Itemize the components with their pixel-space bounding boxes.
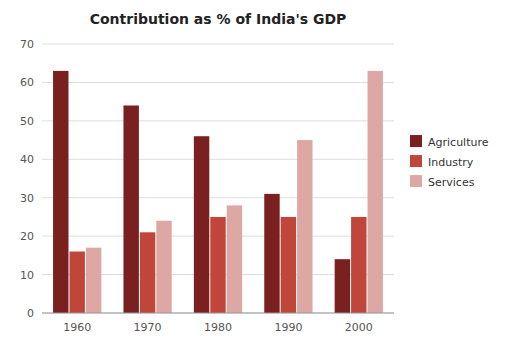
grid-line	[42, 159, 394, 160]
bar	[156, 221, 171, 313]
bar	[281, 217, 296, 313]
bar	[53, 71, 68, 313]
chart-container: Contribution as % of India's GDP 0 10 20 30 4…	[0, 0, 512, 347]
legend: Agriculture Industry Services	[410, 135, 489, 189]
x-axis-line	[42, 313, 394, 314]
x-tick-label: 1960	[63, 321, 91, 334]
y-tick-label: 70	[20, 38, 34, 51]
bar	[335, 259, 350, 313]
bar	[86, 248, 101, 313]
legend-swatch	[410, 175, 422, 187]
chart-svg: Contribution as % of India's GDP 0 10 20 30 4…	[0, 0, 512, 347]
bar	[351, 217, 366, 313]
legend-swatch	[410, 135, 422, 147]
grid-line	[42, 44, 394, 45]
bar	[69, 252, 84, 313]
bar	[264, 194, 279, 313]
y-tick-label: 0	[27, 307, 34, 320]
grid-line	[42, 82, 394, 83]
bar	[297, 140, 312, 313]
x-tick-label: 1990	[274, 321, 302, 334]
y-tick-label: 40	[20, 153, 34, 166]
x-axis: 1960 1970 1980 1990 2000	[42, 313, 394, 334]
legend-label: Agriculture	[428, 136, 489, 149]
x-tick-label: 2000	[345, 321, 373, 334]
chart-title: Contribution as % of India's GDP	[90, 11, 347, 27]
legend-swatch	[410, 155, 422, 167]
x-tick-label: 1980	[204, 321, 232, 334]
x-tick-label: 1970	[134, 321, 162, 334]
y-tick-label: 30	[20, 192, 34, 205]
legend-label: Services	[428, 176, 475, 189]
bar	[227, 205, 242, 313]
legend-label: Industry	[428, 156, 474, 169]
bar	[194, 136, 209, 313]
page: {"chart_data": {"type": "bar", "title": …	[0, 0, 512, 347]
grid-line	[42, 197, 394, 198]
grid-line	[42, 120, 394, 121]
bar	[210, 217, 225, 313]
y-tick-label: 50	[20, 115, 34, 128]
bar	[123, 105, 138, 313]
bar	[140, 232, 155, 313]
grid-line	[42, 313, 394, 314]
y-tick-label: 10	[20, 269, 34, 282]
y-tick-label: 20	[20, 230, 34, 243]
bars	[53, 71, 383, 313]
bar	[368, 71, 383, 313]
y-tick-label: 60	[20, 76, 34, 89]
y-axis: 0 10 20 30 40 50 60 70	[20, 38, 394, 320]
